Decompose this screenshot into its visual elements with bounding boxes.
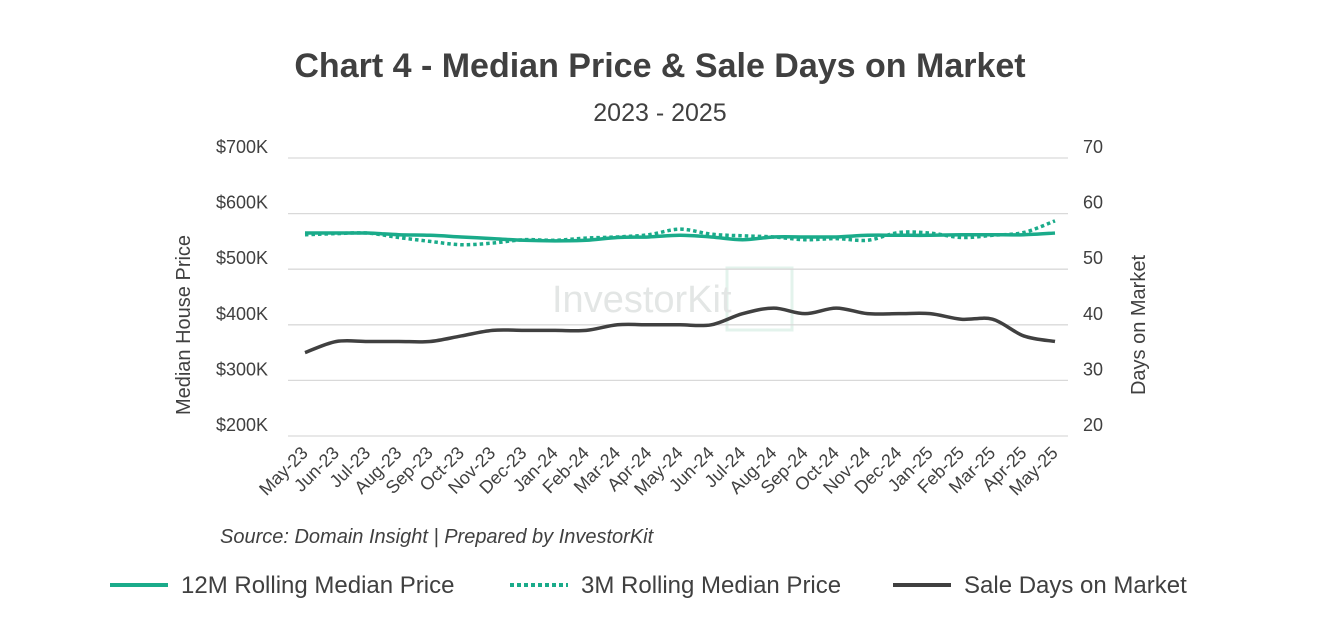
- chart-title: Chart 4 - Median Price & Sale Days on Ma…: [294, 47, 1025, 85]
- y-left-tick-label: $300K: [216, 359, 268, 379]
- watermark: InvestorKit: [552, 266, 794, 332]
- legend-label-3m: 3M Rolling Median Price: [581, 572, 841, 599]
- y-axis-left-title: Median House Price: [173, 235, 195, 415]
- legend-label-12m: 12M Rolling Median Price: [181, 572, 454, 599]
- watermark-box: [725, 266, 794, 332]
- legend-label-dom: Sale Days on Market: [964, 572, 1187, 599]
- watermark-text: InvestorKit: [552, 279, 732, 321]
- series-line-sale-days-on-market: [304, 306, 1056, 355]
- y-right-tick-label: 70: [1083, 137, 1103, 157]
- y-left-tick-label: $600K: [216, 193, 268, 213]
- y-right-tick-label: 50: [1083, 248, 1103, 268]
- source-note: Source: Domain Insight | Prepared by Inv…: [220, 526, 655, 548]
- chart-subtitle: 2023 - 2025: [593, 99, 726, 127]
- series-line-12m-median-price: [304, 231, 1056, 243]
- y-axis-right-title: Days on Market: [1128, 255, 1150, 395]
- y-left-tick-label: $700K: [216, 137, 268, 157]
- y-right-tick-label: 30: [1083, 359, 1103, 379]
- y-right-tick-label: 20: [1083, 415, 1103, 435]
- y-right-tick-label: 40: [1083, 304, 1103, 324]
- y-left-tick-label: $400K: [216, 304, 268, 324]
- series-line-3m-median-price: [304, 219, 1056, 247]
- y-left-tick-label: $500K: [216, 248, 268, 268]
- y-left-tick-label: $200K: [216, 415, 268, 435]
- legend: 12M Rolling Median Price 3M Rolling Medi…: [110, 572, 1187, 599]
- y-right-tick-label: 60: [1083, 193, 1103, 213]
